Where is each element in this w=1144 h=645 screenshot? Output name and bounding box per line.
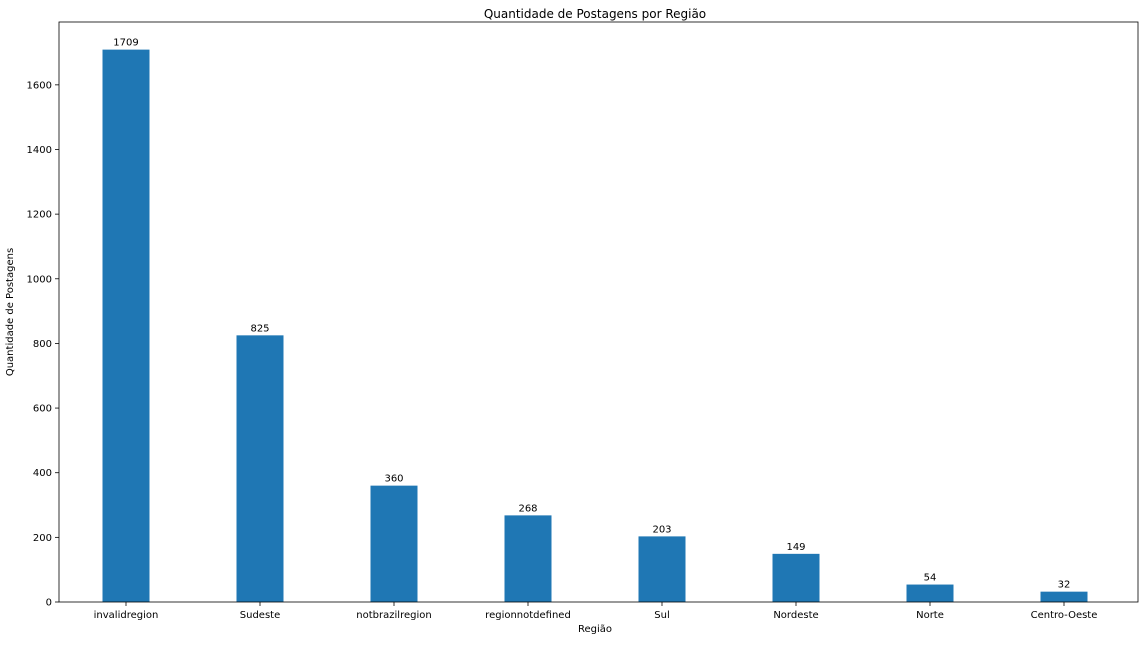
x-tick-label: Sudeste <box>240 610 280 621</box>
x-tick-label: Nordeste <box>773 610 818 621</box>
x-tick-label: Sul <box>654 610 669 621</box>
y-tick-label: 0 <box>46 598 52 609</box>
bar-value-label: 1709 <box>113 38 138 49</box>
bar-value-label: 203 <box>652 524 671 535</box>
bar-centro-oeste <box>1040 591 1088 602</box>
bar-norte <box>906 584 954 602</box>
x-axis-ticks: invalidregion Sudeste notbrazilregion regio… <box>94 602 1098 621</box>
bar-sul <box>638 536 686 602</box>
y-tick-label: 600 <box>33 404 52 415</box>
plot-frame <box>58 21 1139 603</box>
y-tick-label: 1200 <box>27 210 52 221</box>
bar-value-label: 825 <box>250 323 269 334</box>
x-tick-label: regionnotdefined <box>485 610 571 621</box>
x-tick-label: invalidregion <box>94 610 159 621</box>
bar-value-label: 268 <box>518 503 537 514</box>
bar-regionnotdefined <box>504 515 552 602</box>
y-tick-label: 200 <box>33 533 52 544</box>
y-tick-label: 800 <box>33 339 52 350</box>
bars <box>102 49 1088 603</box>
bar-value-label: 149 <box>786 542 805 553</box>
x-tick-label: notbrazilregion <box>356 610 431 621</box>
bar-value-label: 32 <box>1058 580 1071 591</box>
x-tick-label: Centro-Oeste <box>1031 610 1098 621</box>
bar-value-labels: 1709 825 360 268 203 149 54 32 <box>113 38 1070 591</box>
bar-notbrazilregion <box>370 485 418 602</box>
bar-nordeste <box>772 553 820 602</box>
y-tick-label: 1600 <box>27 80 52 91</box>
x-tick-label: Norte <box>916 610 944 621</box>
y-axis-label: Quantidade de Postagens <box>5 248 16 376</box>
bar-value-label: 360 <box>384 474 403 485</box>
chart-title: Quantidade de Postagens por Região <box>484 7 706 21</box>
y-tick-label: 1400 <box>27 145 52 156</box>
x-axis-label: Região <box>578 624 612 635</box>
bar-value-label: 54 <box>924 573 937 584</box>
y-tick-label: 1000 <box>27 274 52 285</box>
y-axis-ticks: 0 200 400 600 800 1000 1200 1400 1600 <box>27 80 59 609</box>
bar-sudeste <box>236 335 284 602</box>
y-tick-label: 400 <box>33 468 52 479</box>
bar-invalidregion <box>102 49 150 603</box>
